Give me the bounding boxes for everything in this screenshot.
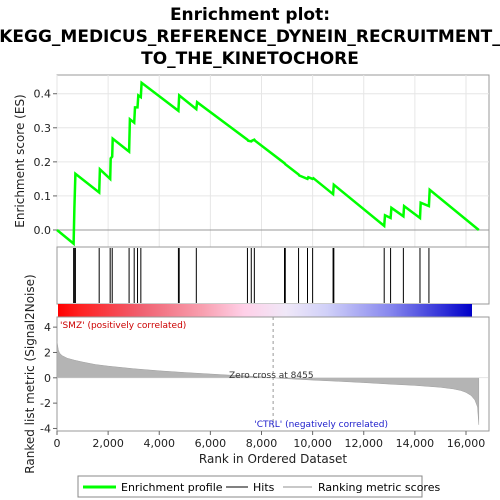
x-tick-label: 6,000	[195, 437, 227, 450]
negative-correlation-label: 'CTRL' (negatively correlated)	[254, 420, 388, 430]
ranked-y-tick-label: -2	[40, 397, 51, 410]
x-tick-label: 8,000	[246, 437, 278, 450]
legend: Enrichment profile Hits Ranking metric s…	[77, 475, 440, 498]
legend-label-ranking: Ranking metric scores	[318, 481, 440, 494]
color-bar-gradient	[58, 304, 472, 317]
legend-label-enrichment: Enrichment profile	[121, 481, 223, 494]
x-tick-label: 0	[54, 437, 61, 450]
legend-frame	[77, 475, 423, 498]
ranked-y-tick-label: 0	[44, 372, 51, 385]
es-y-tick-label: 0.1	[34, 190, 52, 203]
x-tick-label: 2,000	[92, 437, 124, 450]
x-tick-label: 4,000	[143, 437, 175, 450]
ranked-y-tick-label: 2	[44, 346, 51, 359]
es-y-axis-label: Enrichment score (ES)	[13, 94, 27, 227]
x-tick-label: 10,000	[293, 437, 332, 450]
chart-title-line-1: Enrichment plot:	[170, 5, 330, 25]
es-y-tick-label: 0.3	[34, 122, 52, 135]
ranked-metric-panel: 4 2 0 -2 -4 0 2,000 4,000 6,000 8,000 10,000 12,00…	[23, 274, 490, 474]
hits-lines	[73, 248, 430, 303]
ranking-color-bar	[58, 304, 472, 317]
hits-panel	[56, 246, 490, 305]
legend-label-hits: Hits	[253, 481, 275, 494]
zero-cross-label: Zero cross at 8455	[229, 371, 314, 381]
es-line-group	[56, 80, 480, 247]
series-enrichment-profile-line	[56, 80, 480, 247]
x-axis-label: Rank in Ordered Dataset	[199, 452, 347, 466]
es-panel: 0.0 0.1 0.2 0.3 0.4 Enrichment score (ES)	[13, 74, 490, 248]
x-tick-label: 16,000	[447, 437, 486, 450]
x-axis-ticks: 0 2,000 4,000 6,000 8,000 10,000 12,000 14,000 1…	[54, 431, 486, 450]
es-y-tick-label: 0.4	[34, 88, 52, 101]
hits-panel-frame	[56, 246, 490, 305]
es-y-ticks: 0.0 0.1 0.2 0.3 0.4	[34, 88, 57, 237]
ranked-y-tick-label: -4	[40, 422, 51, 435]
es-panel-frame	[56, 74, 490, 248]
es-y-tick-label: 0.2	[34, 156, 52, 169]
x-tick-label: 12,000	[344, 437, 383, 450]
chart-title-line-2: KEGG_MEDICUS_REFERENCE_DYNEIN_RECRUITMEN…	[0, 27, 500, 47]
positive-correlation-label: 'SMZ' (positively correlated)	[60, 321, 186, 331]
chart-title-line-3: TO_THE_KINETOCHORE	[141, 49, 359, 69]
es-y-tick-label: 0.0	[34, 224, 52, 237]
x-tick-label: 14,000	[396, 437, 435, 450]
ranked-y-ticks: 4 2 0 -2 -4	[40, 321, 57, 435]
ranked-y-axis-label: Ranked list metric (Signal2Noise)	[23, 274, 37, 473]
ranked-y-tick-label: 4	[44, 321, 51, 334]
